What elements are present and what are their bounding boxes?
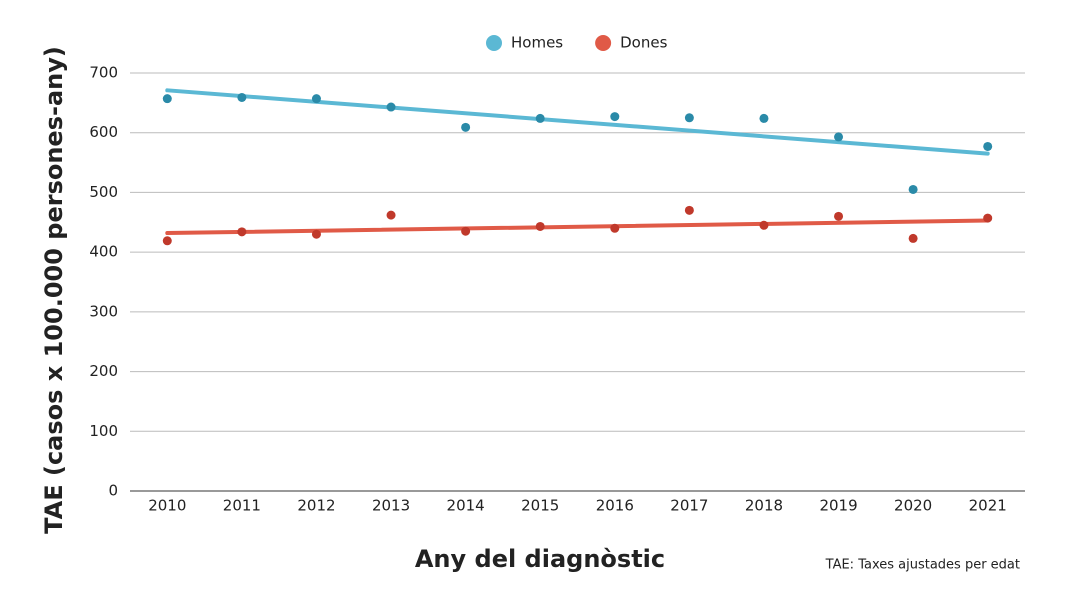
y-tick-label: 300 [89, 302, 118, 320]
y-tick-label: 200 [89, 362, 118, 380]
point [386, 102, 396, 112]
x-tick-label: 2010 [148, 497, 186, 515]
point [311, 229, 321, 239]
point [162, 236, 172, 246]
x-tick-label: 2013 [372, 497, 410, 515]
legend-marker [486, 35, 502, 51]
y-axis-title: TAE (casos x 100.000 persones-any) [40, 46, 68, 534]
y-tick-label: 500 [89, 183, 118, 201]
point [461, 226, 471, 236]
point [535, 113, 545, 123]
point [461, 122, 471, 132]
y-tick-label: 700 [89, 64, 118, 82]
point [983, 141, 993, 151]
point [759, 220, 769, 230]
point [311, 94, 321, 104]
point [908, 233, 918, 243]
x-tick-label: 2015 [521, 497, 559, 515]
trend-line [165, 88, 990, 156]
point [237, 227, 247, 237]
point [610, 112, 620, 122]
point [759, 113, 769, 123]
point [610, 223, 620, 233]
x-tick-label: 2019 [819, 497, 857, 515]
y-tick-label: 100 [89, 422, 118, 440]
point [684, 113, 694, 123]
legend-label: Dones [620, 34, 667, 52]
x-tick-label: 2012 [297, 497, 335, 515]
point [535, 221, 545, 231]
point [834, 132, 844, 142]
point [983, 213, 993, 223]
x-tick-label: 2020 [894, 497, 932, 515]
point [386, 210, 396, 220]
y-tick-label: 400 [89, 243, 118, 261]
point [684, 205, 694, 215]
trend-line [165, 218, 990, 236]
point [834, 211, 844, 221]
x-tick-label: 2018 [745, 497, 783, 515]
x-tick-label: 2014 [447, 497, 485, 515]
y-tick-label: 600 [89, 123, 118, 141]
point [162, 94, 172, 104]
note: TAE: Taxes ajustades per edat [825, 558, 1020, 573]
y-tick-label: 0 [108, 482, 118, 500]
legend-label: Homes [511, 34, 563, 52]
point [237, 92, 247, 102]
x-tick-label: 2017 [670, 497, 708, 515]
point [908, 184, 918, 194]
x-axis-title: Any del diagnòstic [415, 545, 665, 573]
x-tick-label: 2011 [223, 497, 261, 515]
legend-marker [595, 35, 612, 51]
x-tick-label: 2016 [596, 497, 634, 515]
x-tick-label: 2021 [969, 497, 1007, 515]
